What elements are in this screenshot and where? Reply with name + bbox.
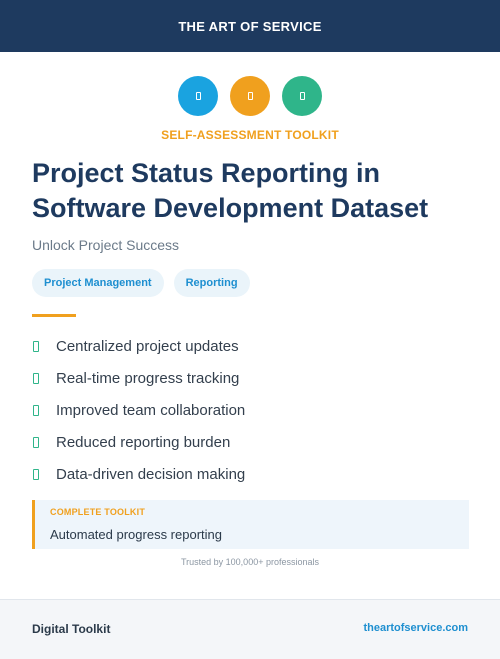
check-icon	[33, 404, 39, 416]
feature-text: Real-time progress tracking	[56, 369, 240, 387]
list-item: Reduced reporting burden	[32, 426, 245, 458]
page-title: Project Status Reporting in Software Dev…	[32, 158, 429, 223]
footer: Digital Toolkit theartofservice.com	[0, 599, 500, 659]
icon-row	[0, 76, 500, 116]
check-icon	[33, 436, 39, 448]
icon-badge-blue	[178, 76, 218, 116]
check-icon	[33, 468, 39, 480]
document-icon	[299, 92, 305, 100]
feature-text: Reduced reporting burden	[56, 433, 231, 451]
tag-list: Project Management Reporting	[32, 269, 250, 297]
callout-text: Automated progress reporting	[50, 527, 222, 542]
list-item: Real-time progress tracking	[32, 362, 245, 394]
top-banner: THE ART OF SERVICE	[0, 0, 500, 52]
check-icon	[33, 340, 39, 352]
tag-reporting[interactable]: Reporting	[173, 269, 250, 297]
toolkit-kicker: SELF-ASSESSMENT TOOLKIT	[161, 128, 339, 142]
feature-list: Centralized project updates Real-time pr…	[32, 330, 245, 490]
feature-text: Data-driven decision making	[56, 465, 246, 483]
toolkit-callout: COMPLETE TOOLKIT Automated progress repo…	[32, 500, 469, 549]
list-item: Improved team collaboration	[32, 394, 245, 426]
list-item: Data-driven decision making	[32, 458, 245, 490]
document-icon	[195, 92, 201, 100]
icon-badge-orange	[230, 76, 270, 116]
accent-divider	[32, 314, 76, 317]
feature-text: Improved team collaboration	[56, 401, 246, 419]
document-icon	[247, 92, 253, 100]
footer-label: Digital Toolkit	[32, 622, 111, 636]
website-link[interactable]: theartofservice.com	[363, 622, 468, 634]
tag-project-management[interactable]: Project Management	[32, 269, 164, 297]
icon-badge-green	[282, 76, 322, 116]
feature-text: Centralized project updates	[56, 337, 239, 355]
callout-kicker: COMPLETE TOOLKIT	[50, 507, 146, 517]
check-icon	[33, 372, 39, 384]
list-item: Centralized project updates	[32, 330, 245, 362]
brand-name: THE ART OF SERVICE	[178, 18, 322, 34]
page-subtitle: Unlock Project Success	[32, 237, 180, 253]
trust-note: Trusted by 100,000+ professionals	[180, 557, 319, 567]
